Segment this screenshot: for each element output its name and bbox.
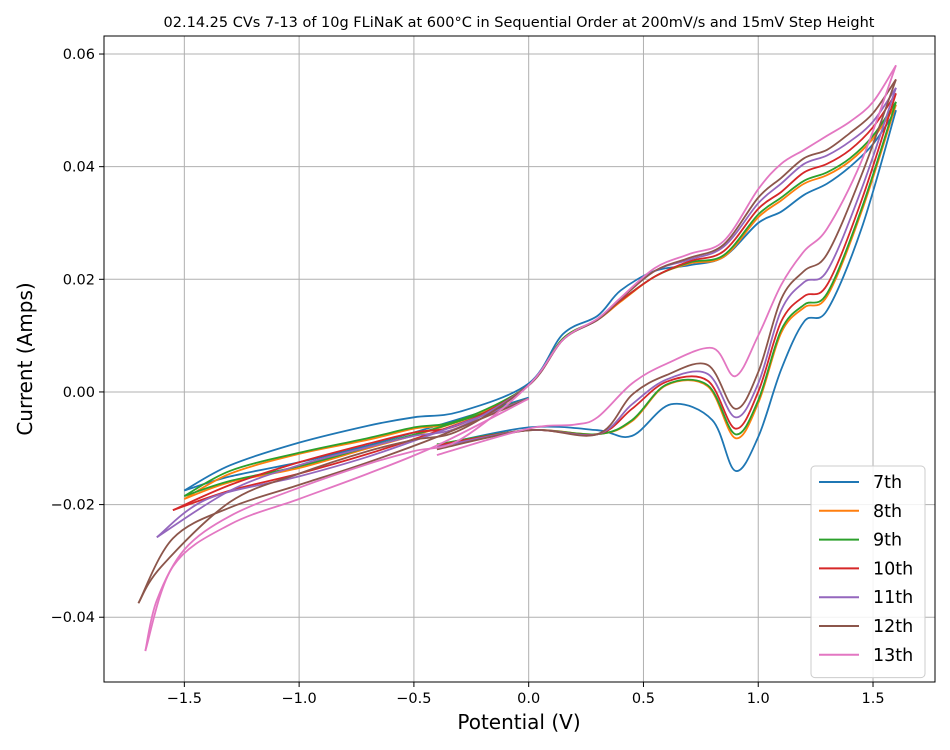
y-tick-label: −0.02 xyxy=(51,498,95,514)
y-tick-label: 0.04 xyxy=(63,160,95,176)
series-sweep-return xyxy=(156,397,530,539)
legend-label: 9th xyxy=(873,531,902,551)
series-sweep-forward xyxy=(436,110,897,472)
series-sweep-forward xyxy=(436,64,897,456)
series-sweep-forward xyxy=(436,79,897,451)
series-sweep-reverse xyxy=(172,92,897,512)
series-sweep-return xyxy=(184,396,529,492)
y-tick-label: −0.04 xyxy=(51,610,95,626)
x-tick-label: −0.5 xyxy=(396,691,431,707)
x-tick-label: 1.5 xyxy=(861,691,884,707)
legend-label: 12th xyxy=(873,617,913,637)
legend-label: 13th xyxy=(873,646,913,666)
series-sweep-reverse xyxy=(183,109,897,492)
plot-frame xyxy=(103,35,936,683)
x-tick-label: 1.0 xyxy=(747,691,770,707)
series-7th xyxy=(183,109,897,492)
x-tick-label: 0.5 xyxy=(632,691,655,707)
legend: 7th 8th 9th 10th 11th 12th 13th xyxy=(810,465,926,679)
x-tick-label: 0.0 xyxy=(517,691,540,707)
series-13th xyxy=(144,64,897,652)
chart-title: 02.14.25 CVs 7-13 of 10g FLiNaK at 600°C… xyxy=(164,15,875,31)
legend-box xyxy=(810,465,926,679)
x-axis-label: Potential (V) xyxy=(457,710,580,734)
y-tick-label: 0.06 xyxy=(63,47,95,63)
y-tick-label: 0.02 xyxy=(63,272,95,288)
legend-label: 7th xyxy=(873,473,902,493)
series-sweep-return xyxy=(144,397,530,652)
legend-label: 10th xyxy=(873,559,913,579)
series-sweep-return xyxy=(137,397,530,604)
y-tick-label: 0.00 xyxy=(63,385,95,401)
series-sweep-return xyxy=(184,397,529,497)
series-lines xyxy=(137,64,897,652)
legend-label: 8th xyxy=(873,502,902,522)
x-tick-label: −1.5 xyxy=(167,691,202,707)
x-axis: −1.5 −1.0 −0.5 0.0 0.5 1.0 1.5 xyxy=(167,682,885,707)
y-axis-label: Current (Amps) xyxy=(13,282,37,435)
grid xyxy=(104,36,935,682)
series-sweep-reverse xyxy=(144,64,897,652)
legend-label: 11th xyxy=(873,588,913,608)
y-axis: −0.04 −0.02 0.00 0.02 0.04 0.06 xyxy=(51,47,104,626)
x-tick-label: −1.0 xyxy=(282,691,317,707)
